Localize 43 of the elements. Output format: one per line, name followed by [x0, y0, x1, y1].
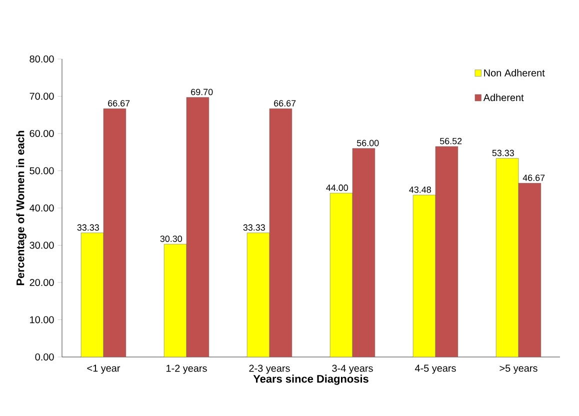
data-label: 66.67: [274, 100, 296, 106]
bar: [352, 148, 376, 357]
data-label: 56.00: [356, 140, 379, 146]
y-tick-label: 20.00: [30, 278, 54, 286]
bar: [269, 108, 292, 357]
bar: [435, 146, 458, 357]
bar: [496, 158, 519, 357]
data-label: 69.70: [191, 88, 213, 96]
x-tick-label: 2-3 years: [249, 364, 290, 374]
bar: [246, 232, 270, 357]
y-tick-label: 40.00: [30, 204, 54, 212]
y-tick-label: 70.00: [30, 92, 54, 100]
legend-label: Non Adherent: [484, 69, 545, 76]
y-tick-label: 10.00: [30, 316, 54, 324]
data-label: 33.33: [77, 224, 99, 231]
x-tick-label: 4-5 years: [414, 364, 456, 374]
data-label: 46.67: [522, 174, 545, 181]
x-tick-label: >5 years: [500, 364, 538, 374]
y-axis-title: Percentage of Women in each: [16, 130, 26, 286]
bar: [412, 194, 436, 357]
data-label: 56.52: [440, 138, 462, 144]
data-label: 43.48: [409, 186, 431, 193]
y-tick-label: 50.00: [30, 167, 54, 174]
x-tick-label: <1 year: [87, 364, 120, 374]
x-tick-label: 1-2 years: [166, 364, 207, 374]
data-label: 66.67: [108, 100, 130, 106]
data-label: 53.33: [492, 150, 514, 156]
bar: [518, 183, 542, 357]
bar: [80, 232, 104, 357]
data-label: 30.30: [160, 236, 182, 242]
y-tick-label: 30.00: [30, 242, 54, 249]
bar: [330, 192, 353, 357]
bar: [103, 108, 126, 357]
bar: [164, 244, 187, 357]
x-axis-title: Years since Diagnosis: [253, 374, 368, 385]
y-tick-label: 80.00: [30, 55, 54, 63]
y-tick-label: 0.00: [35, 353, 54, 361]
legend-label: Adherent: [483, 94, 524, 102]
y-tick-label: 60.00: [30, 130, 54, 138]
bar: [186, 97, 210, 357]
data-label: 44.00: [326, 184, 348, 191]
data-label: 33.33: [243, 224, 265, 231]
x-tick-label: 3-4 years: [332, 364, 373, 374]
